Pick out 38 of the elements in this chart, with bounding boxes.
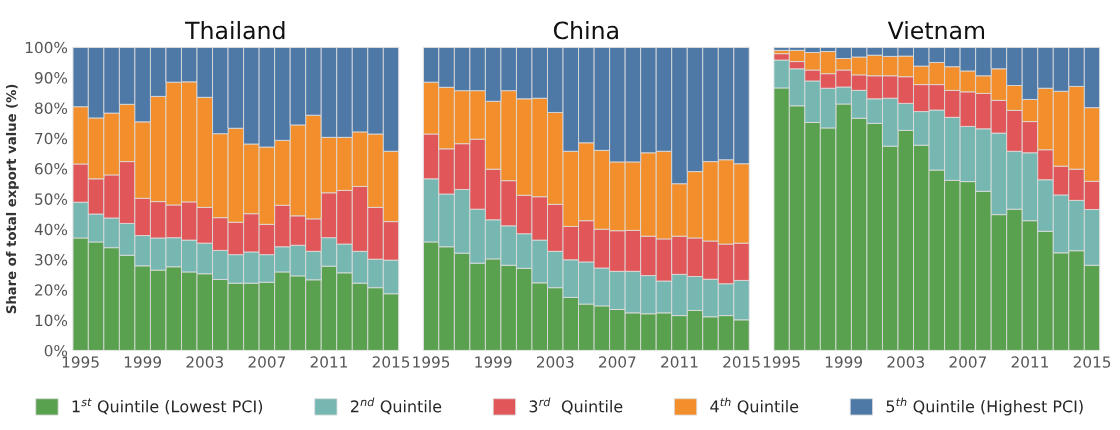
legend-label: 5$^{th}$ Quintile (Highest PCI)	[886, 397, 1083, 416]
chart-title: China	[553, 21, 618, 40]
y-tick-label: 90%	[34, 72, 68, 84]
y-tick-label: 0%	[44, 344, 68, 357]
legend-label: 3$^{rd}$ Quintile	[529, 397, 623, 415]
x-tick-label: 1995	[413, 356, 450, 368]
x-tick-label: 1999	[124, 356, 162, 368]
y-axis-title: Share of total export value (%)	[5, 84, 19, 314]
x-tick-label: 2007	[248, 356, 286, 368]
x-tick-label: 1999	[825, 356, 863, 368]
x-tick-label: 2003	[186, 356, 223, 368]
y-tick-label: 50%	[35, 193, 68, 205]
x-tick-label: 2003	[887, 356, 924, 368]
y-tick-label: 30%	[35, 253, 68, 266]
x-tick-label: 2015	[723, 356, 760, 368]
chart-title: Thailand	[185, 21, 285, 40]
x-tick-label: 2007	[949, 356, 986, 368]
y-tick-label: 100%	[25, 41, 68, 54]
x-tick-label: 2011	[310, 356, 348, 368]
legend-label: 4$^{th}$ Quintile	[710, 397, 799, 415]
x-tick-label: 2011	[1011, 356, 1048, 368]
legend-label: 2$^{nd}$ Quintile	[350, 397, 442, 415]
legend-label: 1$^{st}$ Quintile (Lowest PCI)	[72, 398, 263, 415]
y-tick-label: 10%	[35, 314, 68, 327]
y-tick-label: 70%	[35, 132, 68, 145]
x-tick-label: 1995	[62, 356, 99, 368]
y-tick-label: 20%	[35, 284, 68, 296]
x-tick-label: 1995	[763, 356, 800, 368]
y-tick-label: 60%	[35, 163, 68, 175]
x-tick-label: 1999	[475, 356, 512, 368]
x-tick-label: 2011	[661, 356, 698, 368]
x-tick-label: 2015	[1073, 356, 1111, 368]
x-tick-label: 2003	[536, 356, 574, 368]
chart-title: Vietnam	[887, 21, 985, 40]
x-tick-label: 2007	[599, 356, 636, 368]
y-tick-label: 80%	[35, 102, 68, 114]
y-tick-label: 40%	[34, 223, 68, 236]
x-tick-label: 2015	[372, 356, 410, 368]
